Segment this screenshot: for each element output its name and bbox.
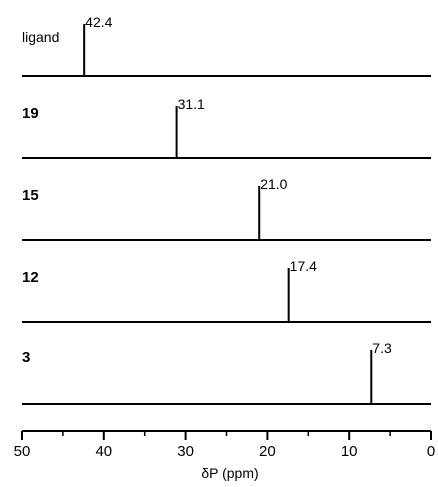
- peak-label: 31.1: [178, 96, 205, 112]
- series-label: 12: [22, 269, 39, 286]
- x-tick-label: 50: [14, 443, 31, 460]
- series-label: 15: [22, 187, 39, 204]
- x-axis-label: δP (ppm): [201, 465, 258, 481]
- spectrum-panel: 21.0 15: [22, 176, 431, 241]
- x-axis: 50 40 30 20 10 0: [14, 430, 435, 460]
- spectrum-panel: 31.1 19: [22, 96, 431, 159]
- series-label: 19: [22, 105, 39, 122]
- x-tick-label: 0: [427, 443, 435, 460]
- series-label: 3: [22, 349, 30, 366]
- spectrum-panel: 7.33: [22, 340, 431, 405]
- peak-label: 17.4: [290, 258, 317, 274]
- series-label: ligand: [22, 29, 59, 45]
- x-tick-label: 20: [259, 443, 276, 460]
- spectrum-panel: 42.4 ligand: [22, 14, 431, 77]
- peak-label: 42.4: [85, 14, 112, 30]
- spectrum-panel: 17.4 12: [22, 258, 431, 323]
- x-tick-label: 10: [341, 443, 358, 460]
- x-tick-label: 40: [95, 443, 112, 460]
- peak-label: 21.0: [260, 176, 287, 192]
- peak-label: 7.3: [372, 340, 392, 356]
- x-tick-label: 30: [177, 443, 194, 460]
